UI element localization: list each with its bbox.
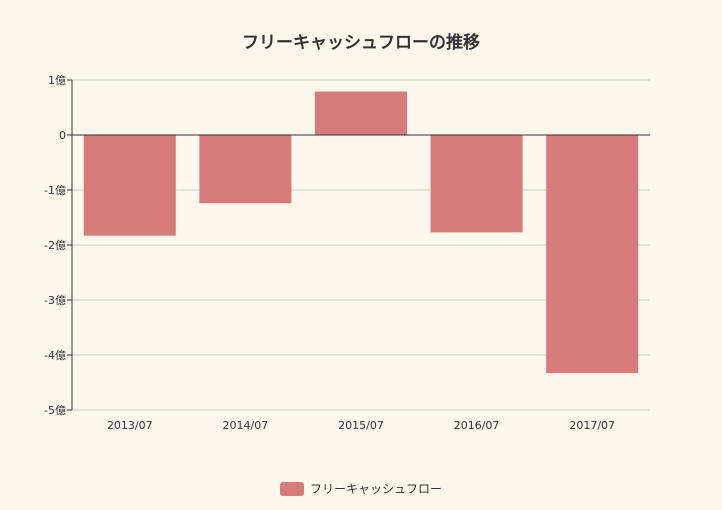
y-tick-label: -3億	[44, 294, 66, 307]
y-tick-label: 1億	[48, 74, 66, 87]
bar-2014/07	[199, 135, 292, 204]
x-tick-label: 2013/07	[107, 419, 153, 432]
bar-2015/07	[315, 91, 407, 135]
chart-title: フリーキャッシュフローの推移	[242, 33, 480, 53]
y-tick-label: -1億	[44, 184, 66, 197]
y-tick-label: 0	[59, 129, 66, 142]
legend-label: フリーキャッシュフロー	[309, 482, 442, 496]
y-tick-label: -2億	[44, 239, 66, 252]
bar-2017/07	[546, 135, 639, 374]
x-tick-label: 2014/07	[223, 419, 269, 432]
bar-2013/07	[83, 135, 176, 236]
y-tick-label: -5億	[44, 404, 66, 417]
x-tick-label: 2015/07	[338, 419, 384, 432]
x-tick-label: 2017/07	[569, 419, 615, 432]
legend-swatch	[279, 481, 304, 496]
y-tick-label: -4億	[44, 349, 66, 362]
x-tick-label: 2016/07	[454, 419, 500, 432]
legend[interactable]: フリーキャッシュフロー	[0, 480, 722, 497]
bar-2016/07	[430, 135, 523, 233]
